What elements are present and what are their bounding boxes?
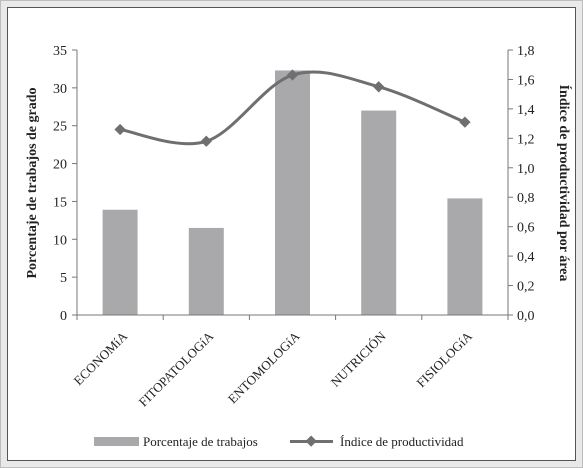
y-axis-title: Porcentaje de trabajos de grado xyxy=(25,87,40,278)
line-point xyxy=(373,81,385,93)
bar xyxy=(275,70,310,315)
y2-tick-label: 0,6 xyxy=(517,221,535,236)
y2-tick-label: 0,8 xyxy=(517,191,535,206)
y-tick-label: 0 xyxy=(60,309,67,324)
x-tick-label: FITOPATOLOGíA xyxy=(135,328,216,409)
bar xyxy=(188,227,224,315)
x-tick-label: NUTRICIÓN xyxy=(328,328,390,390)
legend: Porcentaje de trabajos Índice de product… xyxy=(94,434,464,449)
y-tick-label: 5 xyxy=(60,271,67,286)
y2-tick-label: 1,2 xyxy=(517,132,535,147)
legend-bar-swatch xyxy=(94,437,139,446)
y-tick-label: 25 xyxy=(53,120,67,135)
y2-axis-title: Índice de productividad por área xyxy=(556,85,573,282)
line-point xyxy=(114,123,126,136)
bar xyxy=(361,110,397,315)
y2-tick-label: 0,2 xyxy=(517,280,535,295)
y2-tick-label: 1,8 xyxy=(517,44,535,59)
x-tick-label: ENTOMOLOGíA xyxy=(225,328,303,406)
legend-line-marker xyxy=(305,435,317,447)
x-tick-label: ECONOMíA xyxy=(71,328,131,388)
y2-tick-label: 1,6 xyxy=(517,73,535,88)
y2-tick-label: 0,4 xyxy=(517,250,535,265)
bar xyxy=(447,198,483,315)
y2-tick-label: 0,0 xyxy=(517,309,535,324)
line-point xyxy=(200,135,212,147)
x-tick-label: FISIOLOGíA xyxy=(413,328,475,390)
y-tick-label: 30 xyxy=(53,82,67,97)
legend-line-label: Índice de productividad xyxy=(340,434,464,449)
y-tick-label: 20 xyxy=(53,158,67,173)
y2-tick-label: 1,4 xyxy=(517,103,535,118)
y2-tick-label: 1,0 xyxy=(517,162,535,177)
bar xyxy=(102,209,138,315)
y-tick-label: 15 xyxy=(53,195,67,210)
y-tick-label: 10 xyxy=(53,233,67,248)
legend-bar-label: Porcentaje de trabajos xyxy=(143,434,258,449)
y-tick-label: 35 xyxy=(53,44,67,59)
line-point xyxy=(459,116,471,128)
bar-series xyxy=(102,70,483,315)
